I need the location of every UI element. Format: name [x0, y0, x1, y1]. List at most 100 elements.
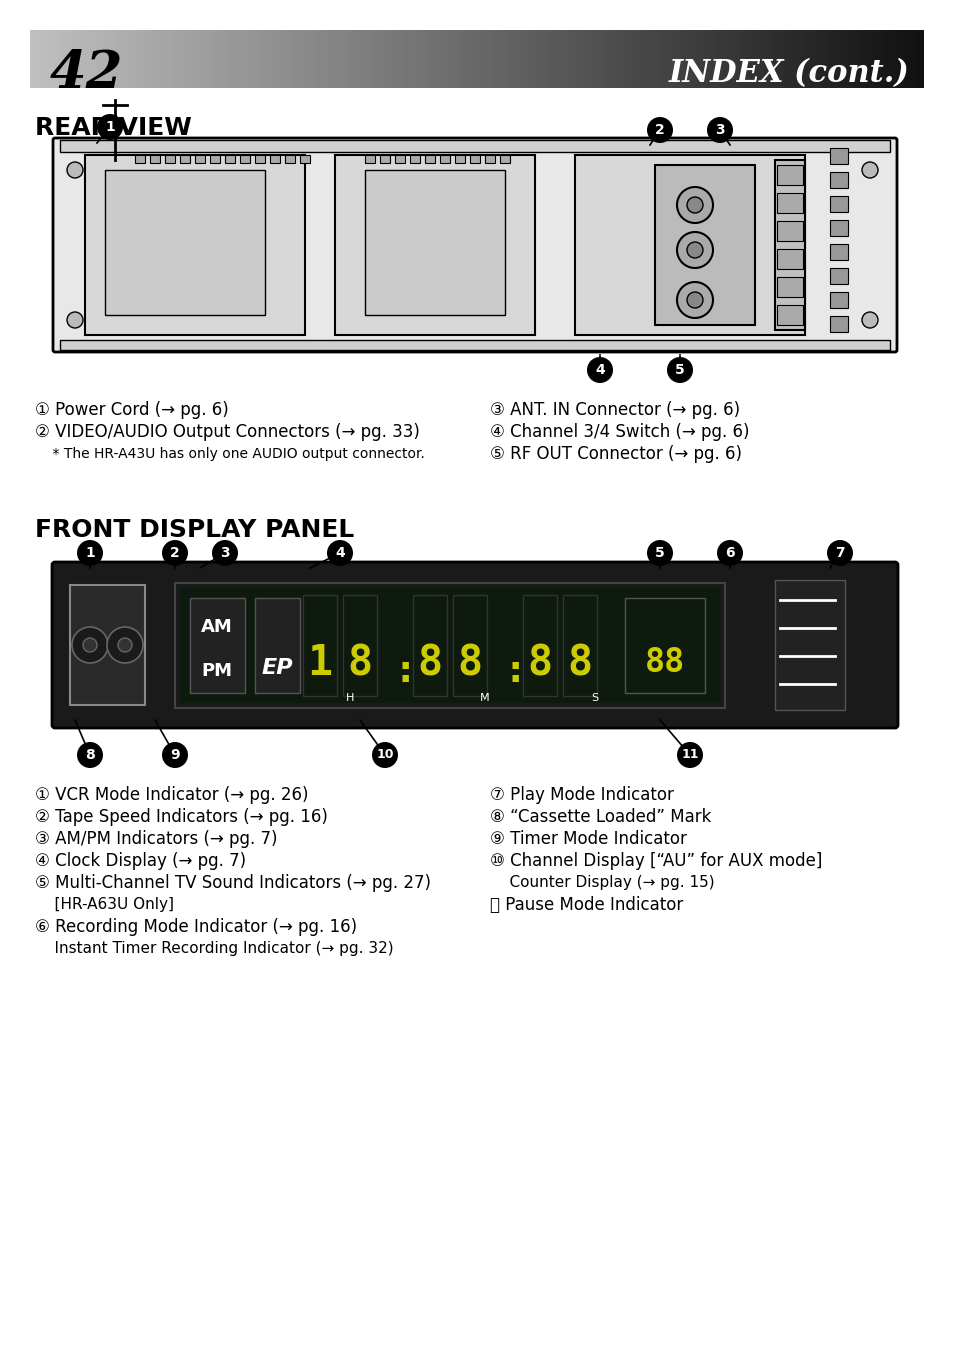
Text: ⑧ “Cassette Loaded” Mark: ⑧ “Cassette Loaded” Mark: [490, 808, 711, 826]
Text: ① Power Cord (→ pg. 6): ① Power Cord (→ pg. 6): [35, 401, 229, 420]
Bar: [829, 291, 847, 308]
Text: ⑤ RF OUT Connector (→ pg. 6): ⑤ RF OUT Connector (→ pg. 6): [490, 445, 741, 463]
Bar: [180, 155, 190, 163]
Bar: [303, 595, 336, 696]
Bar: [270, 155, 280, 163]
Circle shape: [826, 540, 852, 567]
Bar: [190, 598, 245, 693]
Circle shape: [372, 742, 397, 768]
Bar: [194, 155, 205, 163]
Bar: [70, 585, 145, 706]
Circle shape: [717, 540, 742, 567]
Circle shape: [97, 115, 123, 140]
Text: 8: 8: [85, 747, 94, 762]
Bar: [410, 155, 419, 163]
Text: M: M: [479, 693, 489, 703]
Bar: [624, 598, 704, 693]
Text: ⑪ Pause Mode Indicator: ⑪ Pause Mode Indicator: [490, 896, 682, 915]
Text: ⑨ Timer Mode Indicator: ⑨ Timer Mode Indicator: [490, 830, 686, 849]
Circle shape: [666, 357, 692, 383]
Bar: [829, 268, 847, 285]
Bar: [365, 170, 504, 316]
Bar: [453, 595, 486, 696]
Text: ① VCR Mode Indicator (→ pg. 26): ① VCR Mode Indicator (→ pg. 26): [35, 786, 308, 804]
Circle shape: [706, 117, 732, 143]
Bar: [829, 244, 847, 260]
Bar: [105, 170, 265, 316]
Text: 88: 88: [644, 646, 684, 680]
Circle shape: [677, 232, 712, 268]
Bar: [165, 155, 174, 163]
Text: 9: 9: [170, 747, 179, 762]
Text: :: :: [393, 652, 416, 689]
Text: PM: PM: [201, 661, 233, 680]
FancyBboxPatch shape: [52, 563, 897, 728]
Text: 7: 7: [834, 546, 844, 560]
Text: 3: 3: [715, 123, 724, 138]
Bar: [60, 340, 889, 349]
Bar: [575, 155, 804, 335]
Circle shape: [77, 540, 103, 567]
Text: 4: 4: [335, 546, 345, 560]
Bar: [776, 165, 802, 185]
Text: 42: 42: [50, 49, 123, 98]
Bar: [562, 595, 597, 696]
Bar: [776, 193, 802, 213]
Text: 8: 8: [417, 642, 442, 684]
Text: [HR-A63U Only]: [HR-A63U Only]: [35, 897, 173, 912]
Text: ④ Clock Display (→ pg. 7): ④ Clock Display (→ pg. 7): [35, 853, 246, 870]
Text: ⑦ Play Mode Indicator: ⑦ Play Mode Indicator: [490, 786, 673, 804]
Circle shape: [677, 282, 712, 318]
Circle shape: [83, 638, 97, 652]
Circle shape: [327, 540, 353, 567]
Text: FRONT DISPLAY PANEL: FRONT DISPLAY PANEL: [35, 518, 354, 542]
Bar: [60, 140, 889, 152]
Bar: [240, 155, 250, 163]
Text: 2: 2: [655, 123, 664, 138]
Bar: [285, 155, 294, 163]
Text: 8: 8: [527, 642, 552, 684]
Bar: [254, 598, 299, 693]
Bar: [424, 155, 435, 163]
Circle shape: [686, 241, 702, 258]
Circle shape: [77, 742, 103, 768]
Text: ⑤ Multi-Channel TV Sound Indicators (→ pg. 27): ⑤ Multi-Channel TV Sound Indicators (→ p…: [35, 874, 431, 892]
Bar: [299, 155, 310, 163]
Text: 5: 5: [655, 546, 664, 560]
Text: :: :: [503, 652, 526, 689]
FancyBboxPatch shape: [53, 138, 896, 352]
Circle shape: [212, 540, 237, 567]
Bar: [254, 155, 265, 163]
Bar: [829, 196, 847, 212]
Bar: [85, 155, 305, 335]
Bar: [522, 595, 557, 696]
Text: 1: 1: [105, 120, 114, 134]
Bar: [174, 583, 724, 708]
Text: 3: 3: [220, 546, 230, 560]
Text: S: S: [591, 693, 598, 703]
Circle shape: [686, 197, 702, 213]
Bar: [655, 165, 754, 325]
Text: * The HR-A43U has only one AUDIO output connector.: * The HR-A43U has only one AUDIO output …: [35, 447, 424, 461]
Text: ⑩ Channel Display [“AU” for AUX mode]: ⑩ Channel Display [“AU” for AUX mode]: [490, 853, 821, 870]
Circle shape: [686, 291, 702, 308]
Bar: [395, 155, 405, 163]
Bar: [439, 155, 450, 163]
Bar: [776, 277, 802, 297]
Text: ⑥ Recording Mode Indicator (→ pg. 16): ⑥ Recording Mode Indicator (→ pg. 16): [35, 919, 356, 936]
Text: EP: EP: [261, 658, 293, 679]
Circle shape: [67, 312, 83, 328]
Circle shape: [586, 357, 613, 383]
Text: 1: 1: [307, 642, 333, 684]
Text: Instant Timer Recording Indicator (→ pg. 32): Instant Timer Recording Indicator (→ pg.…: [35, 942, 394, 956]
Bar: [776, 305, 802, 325]
Circle shape: [67, 162, 83, 178]
Bar: [225, 155, 234, 163]
Bar: [774, 580, 844, 710]
Text: 5: 5: [675, 363, 684, 376]
Circle shape: [862, 162, 877, 178]
Bar: [829, 148, 847, 165]
Bar: [210, 155, 220, 163]
Bar: [829, 316, 847, 332]
Bar: [455, 155, 464, 163]
